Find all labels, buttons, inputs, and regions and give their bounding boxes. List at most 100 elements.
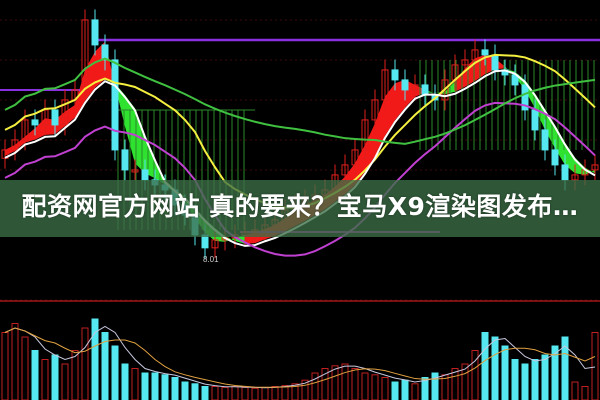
title-band bbox=[0, 180, 600, 237]
volume-bar bbox=[491, 336, 499, 400]
candle-body bbox=[21, 119, 29, 141]
volume-bar bbox=[341, 363, 349, 400]
volume-bar bbox=[541, 354, 549, 400]
volume-bar bbox=[211, 386, 219, 400]
volume-bar bbox=[191, 383, 199, 400]
candle-body bbox=[531, 109, 539, 131]
ribbon-segment bbox=[385, 83, 395, 136]
volume-bar bbox=[141, 372, 149, 400]
volume-bar bbox=[51, 354, 59, 400]
low-price-label: 8.01 bbox=[203, 255, 219, 264]
volume-ma-line bbox=[4, 325, 596, 389]
volume-bar bbox=[41, 359, 49, 400]
candle-body bbox=[541, 129, 549, 151]
volume-bar bbox=[581, 386, 589, 400]
volume-bar bbox=[261, 386, 269, 400]
volume-bar bbox=[311, 372, 319, 400]
candle-body bbox=[361, 119, 369, 151]
volume-bar bbox=[61, 363, 69, 400]
ribbon-segment bbox=[105, 41, 115, 85]
candle-body bbox=[481, 49, 489, 56]
volume-bar bbox=[151, 372, 159, 400]
volume-bar bbox=[181, 381, 189, 400]
candle-body bbox=[381, 69, 389, 101]
candle-body bbox=[441, 79, 449, 101]
candle-body bbox=[91, 19, 99, 46]
candle-body bbox=[351, 149, 359, 166]
volume-bar bbox=[391, 381, 399, 400]
volume-bar bbox=[221, 386, 229, 400]
candle-body bbox=[111, 59, 119, 151]
candle-body bbox=[211, 239, 219, 249]
volume-bar bbox=[451, 368, 459, 400]
volume-bar bbox=[81, 327, 89, 400]
volume-bar bbox=[401, 379, 409, 400]
candle-body bbox=[341, 164, 349, 176]
volume-bar bbox=[131, 368, 139, 400]
volume-bar bbox=[371, 374, 379, 400]
volume-bar bbox=[101, 332, 109, 400]
candle-body bbox=[571, 174, 579, 181]
volume-bar bbox=[11, 323, 19, 400]
ribbon-segment bbox=[85, 51, 95, 101]
volume-bar bbox=[111, 345, 119, 400]
volume-bar bbox=[201, 386, 209, 400]
ribbon-segment bbox=[25, 128, 35, 143]
candle-body bbox=[561, 164, 569, 181]
candle-body bbox=[61, 99, 69, 126]
volume-bar bbox=[331, 365, 339, 400]
volume-ma-line bbox=[4, 327, 596, 388]
candle-body bbox=[591, 164, 599, 171]
candle-body bbox=[491, 54, 499, 71]
volume-bar bbox=[281, 385, 289, 400]
volume-bar bbox=[321, 368, 329, 400]
candle-body bbox=[401, 79, 409, 91]
volume-bar bbox=[351, 368, 359, 400]
headline-title: 配资网官方网站 真的要来？宝马X9渲染图发布… bbox=[21, 192, 579, 221]
volume-bar bbox=[431, 372, 439, 400]
volume-bar bbox=[71, 350, 79, 400]
volume-bar bbox=[231, 386, 239, 400]
volume-bar bbox=[551, 345, 559, 400]
candle-body bbox=[31, 119, 39, 126]
volume-bar bbox=[421, 377, 429, 400]
candle-body bbox=[141, 169, 149, 181]
volume-bar bbox=[461, 363, 469, 400]
candle-body bbox=[131, 169, 139, 173]
volume-bar bbox=[591, 332, 599, 400]
candle-body bbox=[411, 84, 419, 91]
candle-body bbox=[121, 149, 129, 171]
candle-body bbox=[521, 84, 529, 111]
volume-bar bbox=[161, 374, 169, 400]
volume-bar bbox=[361, 372, 369, 400]
candle-body bbox=[421, 84, 429, 96]
volume-bar bbox=[241, 386, 249, 400]
volume-bar bbox=[91, 318, 99, 400]
volume-bar bbox=[301, 379, 309, 400]
volume-bar bbox=[521, 363, 529, 400]
volume-bar bbox=[121, 363, 129, 400]
candle-body bbox=[371, 99, 379, 121]
volume-bar bbox=[561, 336, 569, 400]
candle-body bbox=[551, 149, 559, 166]
volume-bar bbox=[531, 359, 539, 400]
volume-bar bbox=[1, 332, 9, 400]
ma-green-line bbox=[4, 57, 596, 145]
candle-body bbox=[11, 139, 19, 151]
candle-body bbox=[101, 44, 109, 61]
candle-body bbox=[51, 109, 59, 126]
volume-bar bbox=[251, 387, 259, 400]
volume-bar bbox=[571, 381, 579, 400]
candle-body bbox=[391, 69, 399, 81]
ma-purple-line bbox=[4, 101, 596, 257]
volume-bar bbox=[471, 350, 479, 400]
volume-bar bbox=[501, 345, 509, 400]
ribbon-segment bbox=[355, 144, 365, 186]
candle-body bbox=[1, 149, 9, 159]
volume-bar bbox=[21, 336, 29, 400]
volume-bar bbox=[171, 377, 179, 400]
volume-bar bbox=[511, 359, 519, 400]
volume-bar bbox=[411, 383, 419, 400]
volume-bar bbox=[381, 377, 389, 400]
